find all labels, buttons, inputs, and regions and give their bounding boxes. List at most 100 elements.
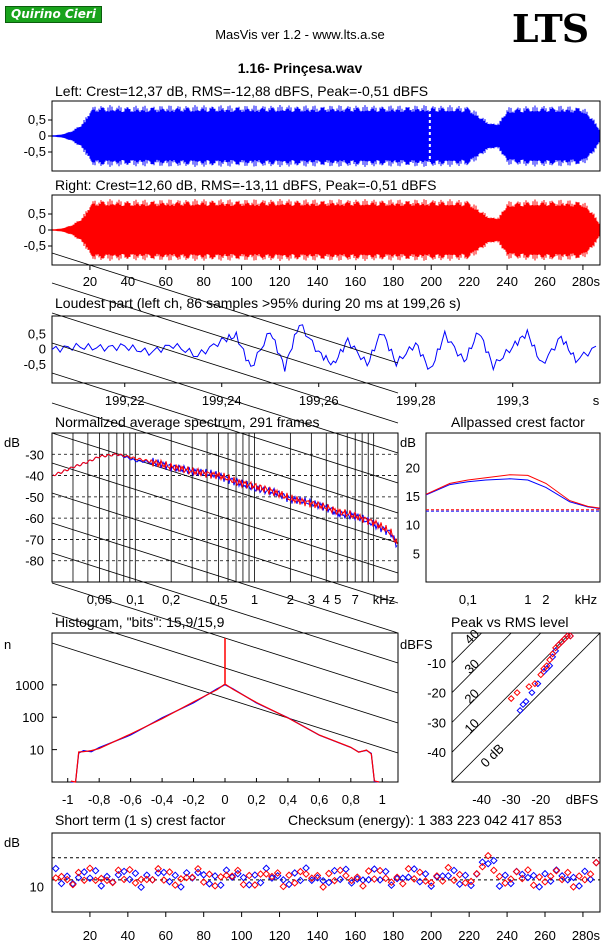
short-term-point-right: [444, 863, 453, 872]
short-term-point-left: [404, 873, 413, 882]
short-term-point-left: [307, 876, 316, 885]
short-term-point-left: [182, 868, 191, 877]
short-term-point-left: [302, 864, 310, 872]
short-term-point-right: [535, 873, 544, 881]
peak-rms-frame: [451, 632, 601, 783]
short-term-point-left: [228, 873, 236, 882]
short-term-point-right: [160, 876, 168, 884]
spectrum-slope-line: [51, 372, 399, 484]
short-term-point-left: [336, 875, 345, 884]
short-term-point-right: [501, 879, 510, 887]
spectrum-slope-line: [51, 432, 399, 544]
short-term-xtick: 160: [345, 928, 367, 943]
short-term-point-left: [410, 865, 418, 873]
left-waveform-title: Left: Crest=12,37 dB, RMS=-12,88 dBFS, P…: [55, 83, 428, 99]
short-term-point-left: [319, 876, 327, 885]
short-term-point-left: [165, 877, 174, 886]
right-waveform-signal: [52, 199, 600, 261]
short-term-point-left: [376, 876, 384, 884]
peak-rms-crest-line: [452, 633, 483, 664]
spectrum-ytick: -60: [25, 511, 44, 526]
histogram-xtick: -1: [62, 792, 74, 807]
short-term-xtick: 140: [307, 928, 329, 943]
peak-rms-title: Peak vs RMS level: [451, 614, 568, 630]
peak-rms-crest-line: [452, 633, 571, 753]
short-term-point-right: [285, 871, 293, 880]
short-term-point-right: [416, 868, 424, 877]
peak-rms-point-left: [516, 706, 524, 715]
loudest-part-xtick: 199,3: [496, 393, 529, 408]
waveform-xtick: 120: [269, 274, 291, 289]
spectrum-xtick: 3: [308, 592, 315, 607]
short-term-point-left: [416, 877, 424, 886]
short-term-point-left: [97, 882, 106, 890]
short-term-point-left: [484, 859, 492, 868]
short-term-point-left: [211, 872, 219, 880]
short-term-point-right: [182, 873, 191, 882]
loudest-part-frame: [51, 315, 601, 384]
short-term-xtick: 60: [159, 928, 173, 943]
short-term-point-left: [393, 874, 401, 883]
short-term-point-left: [279, 876, 288, 884]
short-term-point-left: [114, 871, 123, 879]
short-term-point-left: [74, 873, 83, 882]
short-term-point-left: [80, 868, 89, 876]
short-term-point-right: [478, 862, 487, 871]
short-term-point-right: [387, 878, 396, 887]
histogram-xtick: 0,6: [310, 792, 328, 807]
short-term-point-left: [205, 879, 214, 888]
short-term-point-right: [251, 881, 259, 889]
left-waveform-ytick: -0,5: [24, 144, 46, 159]
loudest-part-ytick: 0: [39, 342, 46, 357]
short-term-point-right: [171, 881, 180, 889]
short-term-point-left: [529, 871, 538, 880]
short-term-point-left: [69, 879, 77, 888]
short-term-point-right: [108, 878, 117, 887]
short-term-point-right: [142, 875, 151, 884]
histogram-ytick: 1000: [15, 678, 44, 693]
short-term-xtick: 100: [231, 928, 253, 943]
short-term-point-right: [467, 877, 475, 886]
allpassed-series-left: [425, 478, 601, 510]
histogram-ytick: 10: [30, 743, 44, 758]
loudest-part-ytick: -0,5: [24, 357, 46, 372]
spectrum-xunit: kHz: [373, 592, 395, 607]
short-term-point-right: [165, 868, 174, 876]
short-term-point-left: [478, 858, 487, 866]
short-term-point-left: [541, 869, 549, 878]
short-term-ylabel: dB: [4, 835, 20, 850]
histogram-ylabel: n: [4, 637, 11, 652]
histogram-xtick: -0,2: [182, 792, 204, 807]
peak-rms-ytick: -30: [427, 715, 446, 730]
spectrum-xtick: 5: [334, 592, 341, 607]
allpassed-ytick: 20: [406, 460, 420, 475]
histogram-series-right: [70, 683, 380, 783]
short-term-point-left: [353, 875, 362, 883]
short-term-xtick: 260: [534, 928, 556, 943]
short-term-point-left: [489, 856, 498, 865]
short-term-point-right: [74, 868, 83, 877]
spectrum-ytick: -70: [25, 532, 44, 547]
short-term-ytick: 10: [30, 879, 44, 894]
spectrum-series-left: [52, 452, 398, 549]
peak-rms-point-right: [531, 680, 539, 688]
short-term-point-left: [518, 870, 527, 879]
short-term-point-left: [171, 871, 180, 880]
allpassed-xtick: 1: [524, 592, 531, 607]
peak-rms-point-right: [546, 656, 554, 664]
short-term-point-right: [279, 882, 288, 891]
short-term-xtick: 200: [420, 928, 442, 943]
short-term-point-right: [455, 870, 464, 879]
spectrum-xtick: 0,1: [126, 592, 144, 607]
short-term-point-right: [273, 869, 282, 877]
short-term-point-left: [131, 869, 140, 878]
short-term-point-left: [285, 880, 293, 889]
short-term-point-right: [512, 867, 521, 876]
short-term-point-right: [376, 866, 384, 875]
short-term-point-right: [307, 874, 316, 883]
short-term-point-right: [364, 867, 373, 875]
peak-rms-point-left: [519, 700, 527, 709]
short-term-point-left: [216, 881, 225, 889]
short-term-point-left: [467, 881, 475, 890]
spectrum-ytick: -50: [25, 490, 44, 505]
